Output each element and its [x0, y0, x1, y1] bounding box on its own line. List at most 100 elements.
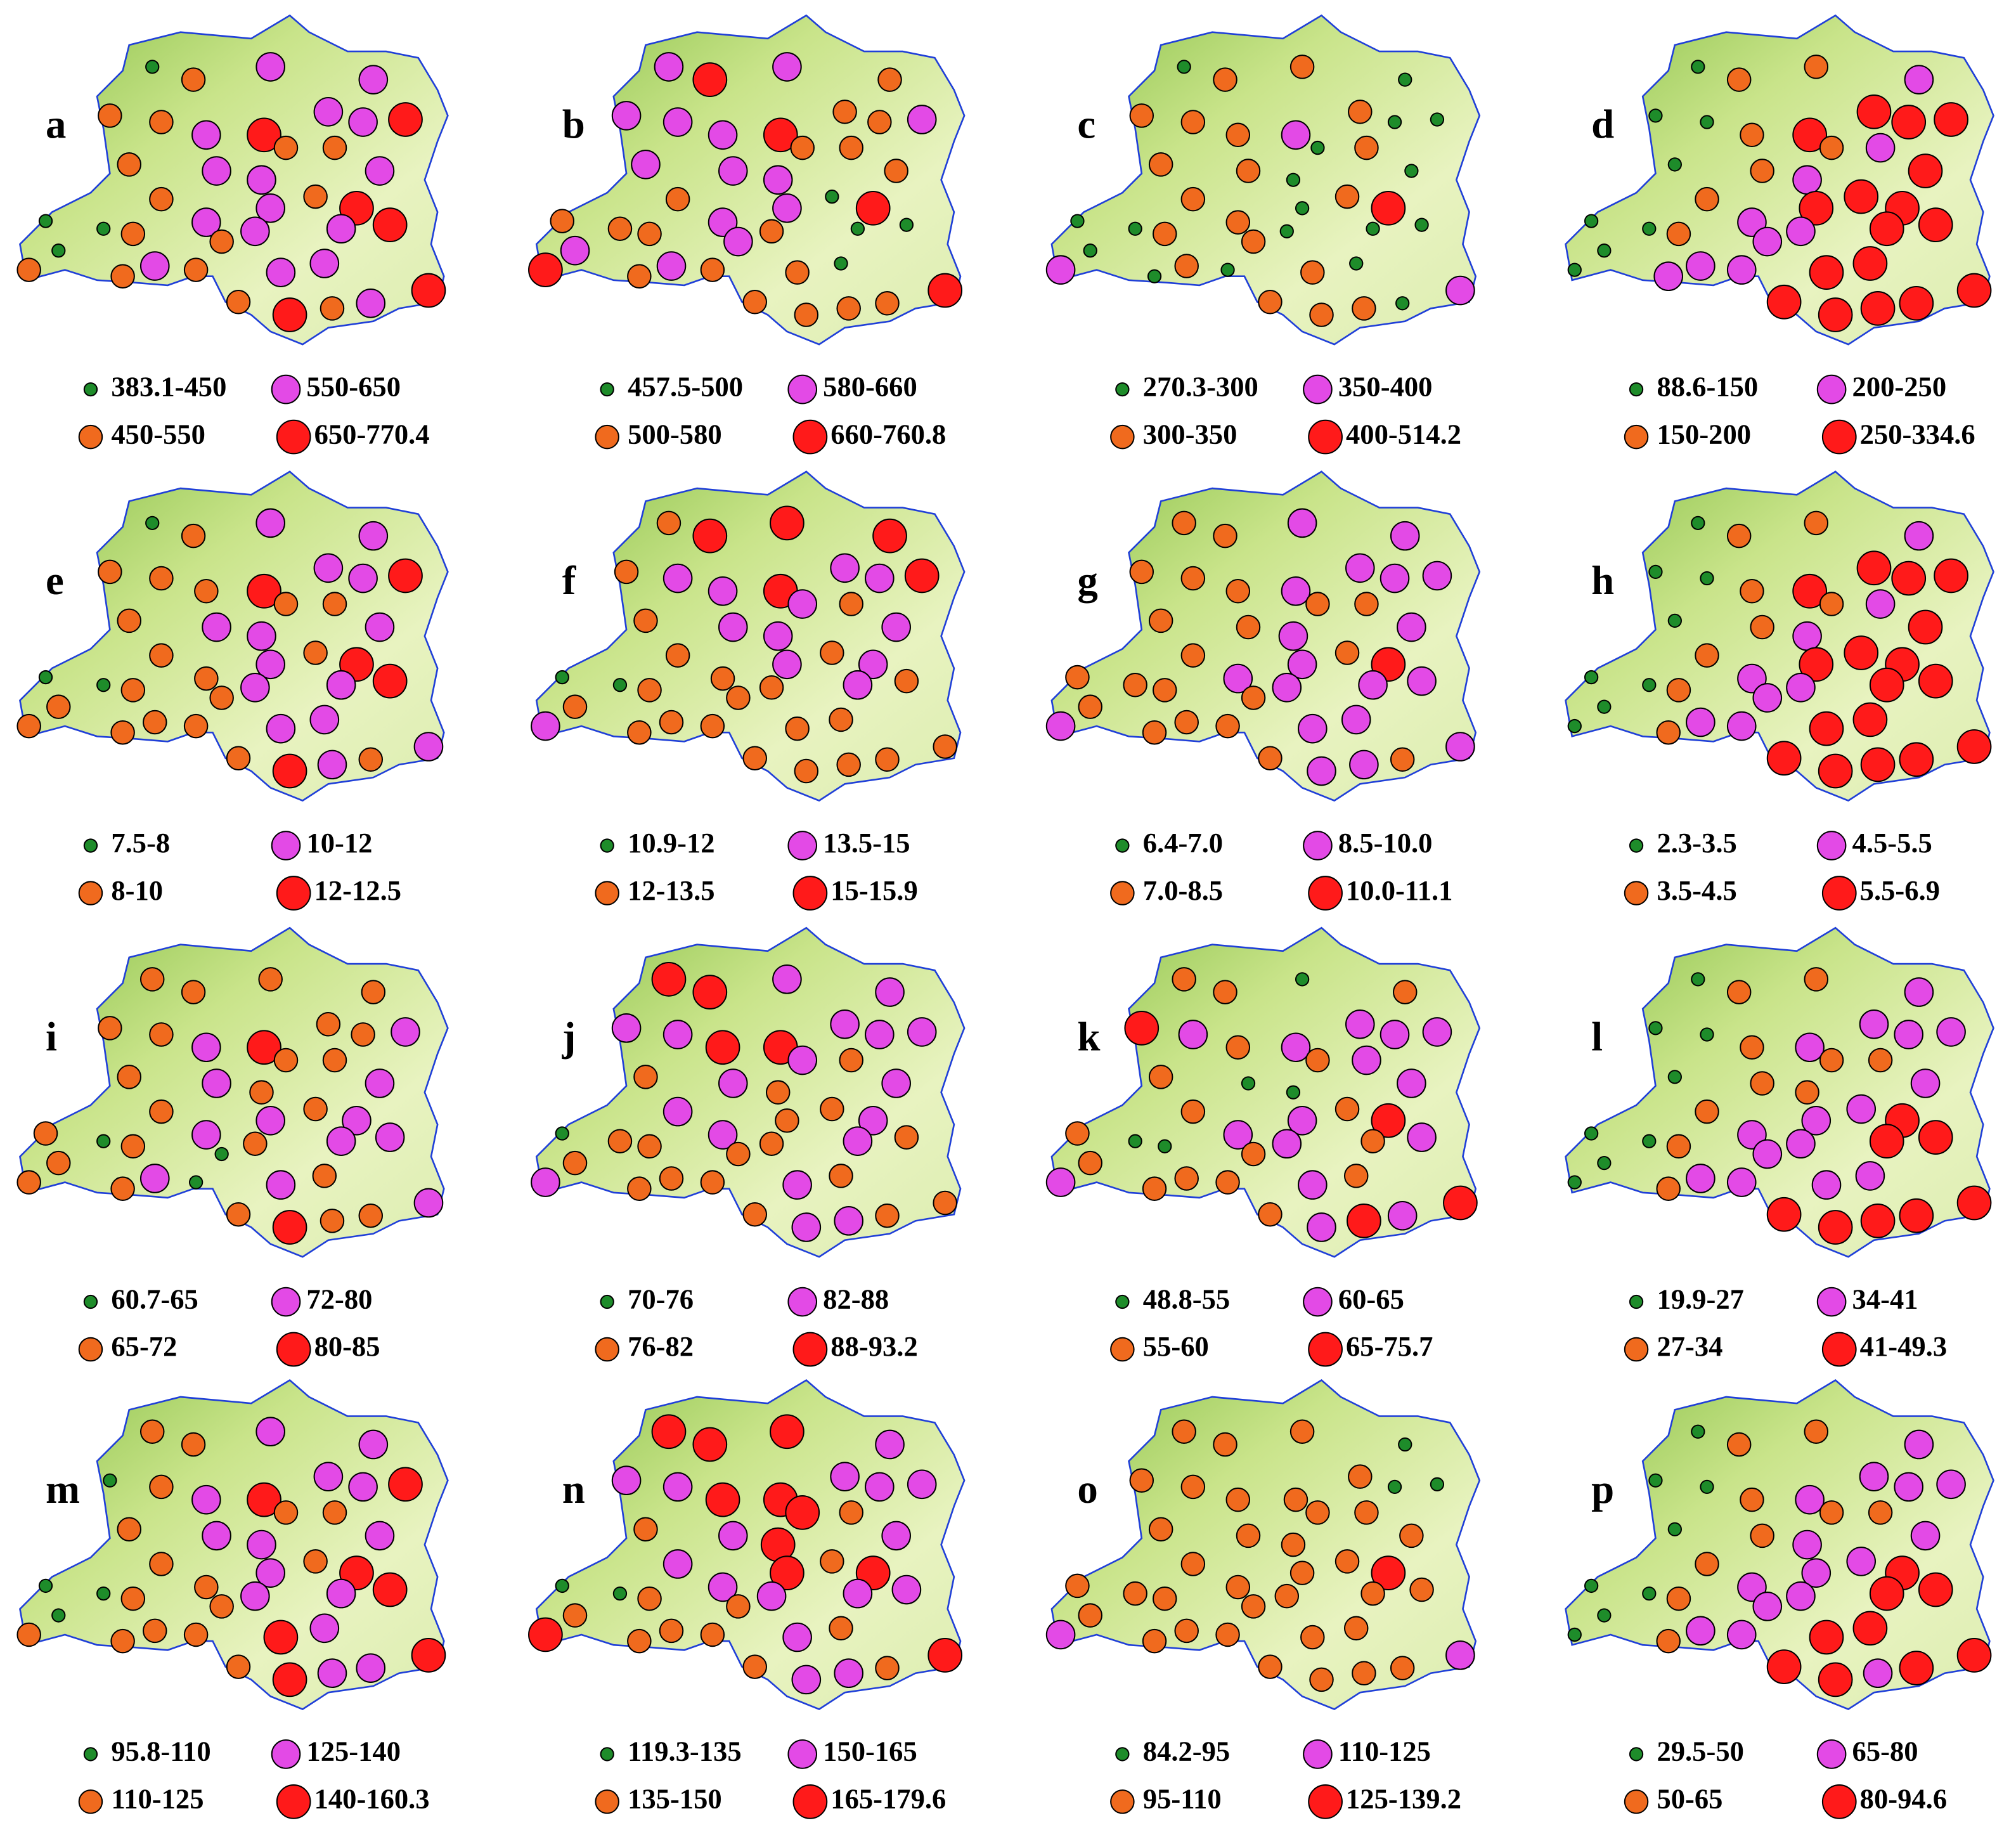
station-dot: [1305, 1048, 1330, 1073]
station-dot: [627, 720, 652, 745]
station-dot: [1865, 133, 1896, 163]
station-dot: [1691, 1424, 1705, 1439]
station-dot: [214, 1146, 229, 1162]
station-dot: [1309, 1667, 1334, 1692]
station-dot: [272, 753, 307, 789]
map-panel: o 84.2-95 95-110 110-125 125-139.2: [1045, 1379, 1481, 1819]
station-dot: [830, 1462, 860, 1491]
station-dot: [1225, 1574, 1251, 1600]
legend-symbol: [787, 1287, 818, 1317]
station-dot: [607, 1129, 633, 1153]
legend-label: 450-550: [111, 418, 205, 450]
station-dot: [1695, 186, 1719, 212]
station-dot: [1407, 666, 1437, 696]
station-dot: [770, 1414, 804, 1450]
station-dot: [700, 1622, 725, 1647]
legend-label: 65-80: [1852, 1736, 1918, 1767]
station-dot: [1740, 1487, 1764, 1512]
station-dot: [1380, 1020, 1410, 1049]
station-dot: [742, 290, 767, 315]
station-dot: [326, 670, 356, 700]
station-dot: [1642, 221, 1657, 236]
legend-label: 82-88: [823, 1283, 889, 1314]
station-dot: [1287, 1105, 1317, 1136]
station-dot: [1795, 1080, 1819, 1105]
station-dot: [1178, 1020, 1208, 1049]
station-dot: [726, 1594, 751, 1619]
station-dot: [1918, 207, 1953, 243]
station-dot: [662, 1096, 693, 1127]
station-dot: [1371, 190, 1406, 226]
station-dot: [1289, 55, 1315, 79]
station-dot: [1809, 255, 1844, 290]
station-dot: [881, 612, 911, 642]
station-dot: [16, 1170, 41, 1195]
station-dot: [191, 1484, 221, 1515]
legend-label: 400-514.2: [1346, 418, 1461, 450]
station-dot: [110, 1628, 135, 1654]
station-dot: [1258, 746, 1283, 770]
map-panel: k 48.8-55 55-60 60-65 65-75.7: [1045, 926, 1481, 1367]
station-dot: [662, 107, 693, 137]
legend-symbol: [271, 1739, 301, 1769]
station-dot: [1341, 704, 1371, 735]
station-dot: [247, 1529, 276, 1560]
station-dot: [1225, 1487, 1251, 1512]
station-dot: [787, 1045, 818, 1075]
station-dot: [342, 1105, 372, 1136]
station-dot: [145, 516, 160, 531]
legend-label: 350-400: [1338, 370, 1433, 402]
station-dot: [149, 186, 174, 212]
station-dot: [183, 713, 209, 739]
station-dot: [662, 1472, 693, 1502]
legend-symbol: [276, 419, 311, 455]
legend-symbol: [271, 1287, 301, 1317]
station-dot: [877, 67, 902, 92]
legend-label: 80-85: [314, 1330, 380, 1362]
legend-label: 88.6-150: [1657, 370, 1758, 402]
station-dot: [1726, 980, 1752, 1004]
station-dot: [1215, 1170, 1240, 1195]
station-dot: [1392, 980, 1418, 1004]
legend-symbol: [792, 1332, 828, 1367]
legend-label: 7.0-8.5: [1143, 874, 1223, 906]
station-dot: [255, 1105, 285, 1136]
station-dot: [1597, 1608, 1612, 1623]
legend-label: 60-65: [1338, 1283, 1404, 1314]
station-dot: [358, 1203, 384, 1228]
station-dot: [1352, 1045, 1381, 1075]
station-dot: [120, 1586, 146, 1611]
station-dot: [226, 746, 251, 770]
station-dot: [361, 980, 386, 1004]
station-dot: [1648, 1021, 1663, 1035]
station-dot: [1397, 1068, 1426, 1098]
station-dot: [865, 1472, 895, 1502]
station-dot: [627, 1628, 652, 1654]
station-dot: [1180, 186, 1206, 212]
station-dot: [700, 257, 725, 282]
station-dot: [1852, 246, 1888, 281]
legend-symbol: [1110, 424, 1135, 450]
legend-label: 12-13.5: [628, 874, 714, 906]
station-dot: [843, 1126, 873, 1157]
station-dot: [1648, 564, 1663, 580]
station-dot: [326, 214, 356, 244]
station-dot: [1174, 1166, 1199, 1191]
station-dot: [272, 1210, 307, 1245]
legend-symbol: [792, 1784, 828, 1819]
legend-label: 72-80: [306, 1283, 372, 1314]
station-dot: [139, 251, 170, 281]
station-dot: [637, 221, 662, 247]
station-dot: [202, 612, 231, 642]
legend-symbol: [1629, 382, 1644, 397]
station-dot: [1045, 711, 1076, 741]
station-dot: [1818, 1662, 1853, 1697]
station-dot: [1740, 1035, 1764, 1060]
station-dot: [1860, 747, 1896, 782]
station-dot: [117, 1065, 142, 1089]
station-dot: [765, 1080, 791, 1105]
station-dot: [633, 608, 658, 633]
station-dot: [1809, 711, 1844, 746]
panel-label: g: [1077, 558, 1097, 604]
